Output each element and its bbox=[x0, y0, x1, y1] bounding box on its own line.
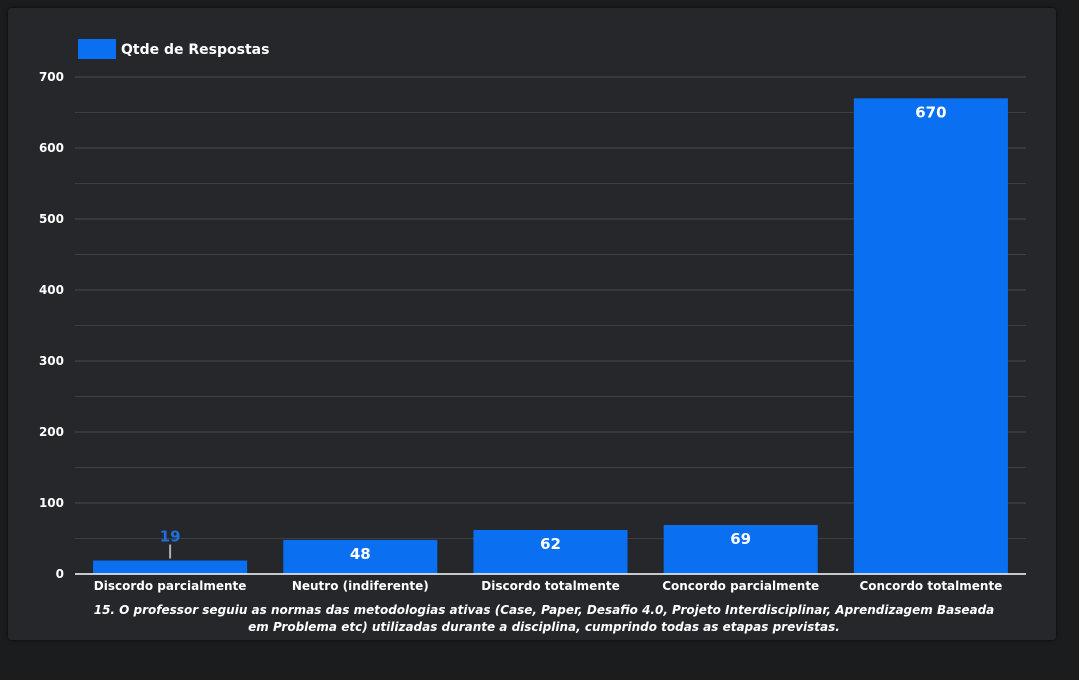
y-tick-label: 300 bbox=[39, 354, 64, 368]
y-tick-label: 500 bbox=[39, 212, 64, 226]
bar[interactable] bbox=[663, 525, 818, 574]
bar-chart: 0 100 200 300 400 500 600 700 19 48 62 69 670 Disco… bbox=[39, 39, 1026, 634]
x-category-label: Neutro (indiferente) bbox=[292, 579, 429, 593]
y-tick-label: 100 bbox=[39, 496, 64, 510]
y-tick-label: 600 bbox=[39, 141, 64, 155]
y-tick-label: 700 bbox=[39, 70, 64, 84]
legend-swatch bbox=[78, 39, 116, 59]
x-axis-title-line-2: em Problema etc) utilizadas durante a di… bbox=[248, 620, 840, 634]
bar[interactable] bbox=[93, 560, 248, 574]
legend-label: Qtde de Respostas bbox=[121, 42, 269, 58]
x-category-label: Concordo parcialmente bbox=[662, 579, 819, 593]
bar[interactable] bbox=[853, 98, 1008, 575]
data-label: 69 bbox=[730, 530, 751, 548]
data-label: 62 bbox=[540, 535, 561, 553]
bar[interactable] bbox=[283, 539, 438, 574]
chart-card: 0 100 200 300 400 500 600 700 19 48 62 69 670 Disco… bbox=[8, 8, 1056, 640]
x-category-label: Discordo totalmente bbox=[481, 579, 620, 593]
x-category-label: Concordo totalmente bbox=[859, 579, 1002, 593]
data-label: 670 bbox=[915, 103, 946, 121]
x-axis-categories: Discordo parcialmente Neutro (indiferente… bbox=[94, 579, 1003, 593]
data-label: 48 bbox=[350, 545, 371, 563]
legend[interactable]: Qtde de Respostas bbox=[78, 39, 269, 59]
data-labels: 19 48 62 69 670 bbox=[160, 103, 947, 563]
y-tick-label: 0 bbox=[56, 567, 64, 581]
bars bbox=[93, 98, 1008, 575]
y-tick-label: 200 bbox=[39, 425, 64, 439]
data-label: 19 bbox=[160, 528, 181, 546]
x-category-label: Discordo parcialmente bbox=[94, 579, 247, 593]
bar[interactable] bbox=[473, 529, 628, 574]
x-axis-title-line-1: 15. O professor seguiu as normas das met… bbox=[94, 603, 995, 617]
y-tick-label: 400 bbox=[39, 283, 64, 297]
y-axis-ticks: 0 100 200 300 400 500 600 700 bbox=[39, 70, 64, 581]
